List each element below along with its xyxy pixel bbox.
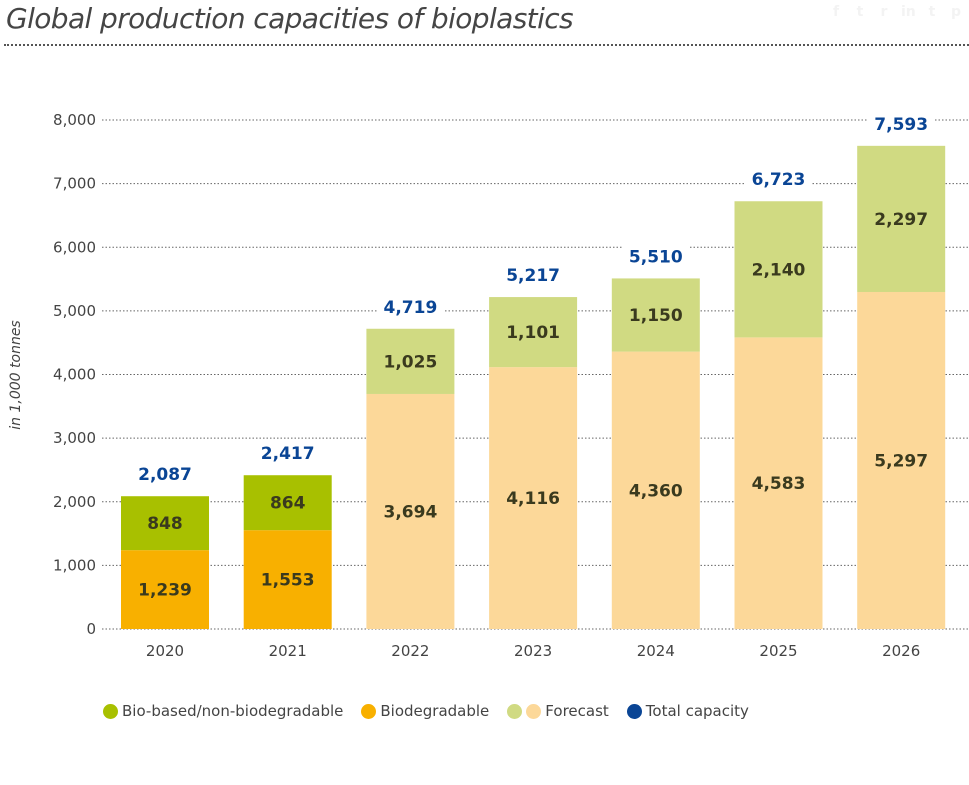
total-label-background: [500, 265, 567, 288]
bar-segment-biodegradable: [366, 393, 455, 629]
legend-item-forecast: Forecast: [507, 702, 609, 720]
data-label-bio-based: 1,101: [506, 323, 560, 343]
y-axis-label: in 1,000 tonnes: [8, 320, 24, 429]
legend: Bio-based/non-biodegradable Biodegradable…: [103, 702, 767, 720]
bar-segment-biodegradable: [611, 351, 700, 629]
data-label-bio-based: 2,297: [874, 210, 928, 230]
total-label-background: [132, 464, 198, 487]
x-axis: 2020 2021 2022 2023 2024 2025 2026: [146, 642, 920, 660]
x-tick-label: 2024: [637, 642, 675, 660]
bar-segment-bio-based: [734, 201, 823, 338]
bar-segment-bio-based: [243, 475, 332, 531]
total-label-background: [377, 296, 444, 319]
legend-swatch-icon: [361, 703, 377, 719]
total-label: 2,087: [138, 465, 192, 485]
bar-segment-bio-based: [121, 496, 209, 551]
data-label-bio-based: 1,025: [384, 352, 438, 372]
total-label-background: [254, 443, 321, 466]
total-label-background: [745, 169, 812, 192]
legend-label: Biodegradable: [380, 702, 490, 720]
bar-segment-bio-based: [857, 145, 946, 292]
legend-swatch-icon: [626, 703, 642, 719]
y-tick-label: 8,000: [53, 111, 96, 129]
data-label-biodegradable: 4,360: [629, 481, 683, 501]
y-tick-label: 0: [86, 620, 96, 638]
legend-label: Bio-based/non-biodegradable: [122, 702, 344, 720]
data-label-bio-based: 864: [270, 494, 306, 514]
total-label: 2,417: [261, 444, 315, 464]
data-label-bio-based: 2,140: [752, 260, 806, 280]
total-label: 5,217: [506, 266, 560, 286]
legend-swatch-icon: [507, 703, 523, 719]
data-label-biodegradable: 3,694: [384, 502, 438, 522]
y-tick-label: 1,000: [53, 556, 96, 574]
linkedin-icon[interactable]: in: [901, 4, 916, 20]
y-tick-label: 2,000: [53, 493, 96, 511]
twitter-icon[interactable]: t: [856, 4, 864, 20]
bar-chart: 0 1,000 2,000 3,000 4,000 5,000 6,000 7,000 8,00…: [8, 111, 968, 660]
y-tick-label: 5,000: [53, 302, 96, 320]
total-label: 7,593: [874, 115, 928, 135]
bar-segment-biodegradable: [857, 291, 946, 629]
gridlines: [102, 119, 968, 630]
legend-swatch-icon: [103, 703, 118, 719]
y-tick-label: 6,000: [53, 238, 96, 256]
y-tick-label: 4,000: [53, 366, 96, 384]
facebook-icon[interactable]: f: [832, 4, 840, 20]
chart-title: Global production capacities of bioplast…: [6, 2, 574, 35]
data-label-biodegradable: 1,239: [138, 581, 192, 601]
x-tick-label: 2022: [391, 642, 429, 660]
bar-segment-bio-based: [611, 278, 700, 352]
data-label-biodegradable: 5,297: [874, 451, 928, 471]
bar-segment-bio-based: [366, 328, 455, 394]
total-label: 5,510: [629, 247, 683, 267]
total-label: 6,723: [752, 170, 806, 190]
data-label-biodegradable: 1,553: [261, 571, 315, 591]
y-tick-label: 3,000: [53, 429, 96, 447]
legend-label: Total capacity: [645, 702, 749, 720]
tumblr-icon[interactable]: t: [928, 4, 936, 20]
legend-item-bio-based: Bio-based/non-biodegradable: [103, 702, 343, 720]
total-label-background: [622, 246, 689, 269]
data-label-biodegradable: 4,583: [752, 474, 806, 494]
total-label: 4,719: [384, 298, 438, 318]
total-label-background: [868, 113, 935, 136]
x-tick-label: 2026: [882, 642, 920, 660]
data-label-biodegradable: 4,116: [506, 489, 560, 509]
data-label-bio-based: 848: [147, 514, 183, 534]
bar-segment-biodegradable: [121, 550, 209, 629]
bar-segment-bio-based: [489, 297, 578, 368]
bar-segment-biodegradable: [734, 337, 823, 629]
x-tick-label: 2025: [759, 642, 797, 660]
legend-item-total-capacity: Total capacity: [626, 702, 749, 720]
legend-swatch-icon: [526, 703, 542, 719]
bars: 1,239 848 2,087 1,553 864 2,417 3,694 1,025 4,71…: [121, 113, 946, 629]
y-axis: 0 1,000 2,000 3,000 4,000 5,000 6,000 7,000 8,00…: [53, 111, 96, 638]
y-tick-label: 7,000: [53, 175, 96, 193]
title-divider: [4, 44, 969, 46]
data-label-bio-based: 1,150: [629, 306, 683, 326]
legend-item-biodegradable: Biodegradable: [361, 702, 489, 720]
share-icons: f t r in t p: [829, 4, 963, 20]
x-tick-label: 2020: [146, 642, 184, 660]
pinterest-icon[interactable]: p: [950, 4, 962, 20]
x-tick-label: 2023: [514, 642, 552, 660]
x-tick-label: 2021: [269, 642, 307, 660]
bar-segment-biodegradable: [243, 530, 332, 629]
legend-label: Forecast: [545, 702, 609, 720]
reddit-icon[interactable]: r: [880, 4, 888, 20]
bar-segment-biodegradable: [489, 367, 578, 629]
